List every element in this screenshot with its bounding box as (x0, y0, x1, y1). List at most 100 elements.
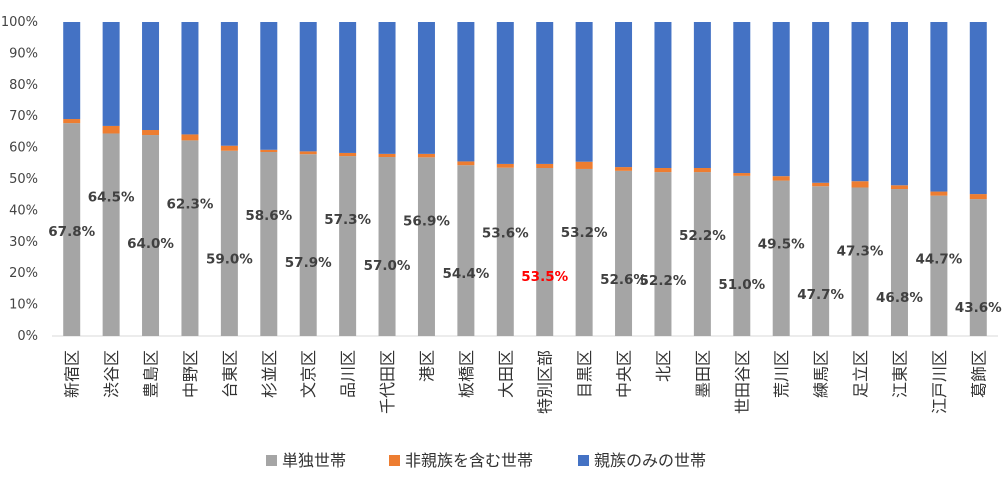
bar-segment-3 (417, 22, 435, 154)
category-label: 特別区部 (536, 350, 555, 414)
bar-segment-1 (930, 195, 948, 336)
bar-segment-1 (851, 187, 869, 336)
category-label: 渋谷区 (102, 350, 121, 398)
category-label: 中野区 (181, 350, 200, 398)
data-label: 67.8% (48, 224, 95, 240)
bar-segment-3 (142, 22, 160, 131)
bar-segment-2 (772, 176, 790, 181)
bar-segment-3 (693, 22, 711, 169)
bar-segment-2 (181, 134, 199, 141)
data-label: 64.0% (127, 236, 174, 252)
category-label: 港区 (417, 350, 436, 382)
bar-segment-3 (654, 22, 672, 169)
bar-segment-2 (693, 168, 711, 173)
bar-segment-3 (220, 22, 238, 146)
data-label: 46.8% (876, 290, 923, 306)
category-label: 足立区 (851, 350, 870, 398)
bar-segment-1 (890, 189, 908, 336)
data-label: 64.5% (88, 189, 135, 205)
y-tick-label: 20% (9, 266, 38, 281)
legend-label: 単独世帯 (282, 451, 346, 470)
bar-segment-1 (536, 168, 554, 336)
category-label: 新宿区 (63, 350, 82, 398)
category-label: 千代田区 (378, 350, 397, 414)
data-label: 56.9% (403, 213, 450, 229)
bar-segment-3 (102, 22, 120, 126)
bar-segment-1 (142, 135, 160, 336)
legend-label: 非親族を含む世帯 (405, 451, 533, 470)
y-tick-label: 10% (9, 298, 38, 313)
bar-segment-1 (575, 168, 593, 336)
category-label: 中央区 (615, 350, 634, 398)
data-label: 57.9% (285, 255, 332, 271)
y-tick-label: 80% (9, 78, 38, 93)
bar-segment-3 (536, 22, 554, 164)
bar-segment-3 (851, 22, 869, 182)
bar-segment-2 (378, 153, 396, 158)
category-label: 北区 (654, 350, 673, 382)
data-label: 53.5% (521, 269, 568, 285)
bar-segment-2 (654, 168, 672, 173)
y-tick-label: 50% (9, 172, 38, 187)
data-label: 43.6% (955, 300, 1002, 316)
bar-segment-1 (181, 140, 199, 336)
bar-segment-2 (890, 185, 908, 190)
bar-segment-2 (102, 125, 120, 134)
bar-segment-2 (63, 119, 81, 124)
legend-swatch (578, 455, 589, 466)
bar-segment-1 (654, 172, 672, 336)
category-label: 目黒区 (575, 350, 594, 398)
category-label: 江戸川区 (930, 350, 949, 414)
bar-segment-3 (63, 22, 81, 120)
bar-segment-1 (496, 167, 514, 336)
bar-segment-2 (733, 173, 751, 176)
category-label: 文京区 (299, 350, 318, 398)
category-label: 墨田区 (693, 350, 712, 398)
bar-segment-1 (260, 152, 278, 336)
bar-segment-1 (812, 186, 830, 336)
bar-segment-3 (457, 22, 475, 162)
data-label: 51.0% (718, 277, 765, 293)
bar-segment-2 (457, 161, 475, 166)
bar-segment-1 (457, 165, 475, 336)
bar-segment-1 (693, 172, 711, 336)
data-label: 58.6% (245, 208, 292, 224)
bar-segment-1 (220, 150, 238, 336)
category-label: 板橋区 (457, 350, 476, 398)
bar-segment-1 (969, 199, 987, 336)
bar-segment-1 (378, 157, 396, 336)
bar-segment-1 (339, 156, 357, 336)
bar-segment-2 (496, 163, 514, 168)
bar-segment-3 (890, 22, 908, 186)
bar-segment-1 (63, 123, 81, 336)
bar-segment-2 (851, 181, 869, 188)
bar-segment-2 (575, 161, 593, 169)
y-tick-label: 30% (9, 235, 38, 250)
bar-segment-3 (339, 22, 357, 153)
bar-segment-1 (615, 170, 633, 336)
bar-segment-2 (930, 191, 948, 196)
data-label: 62.3% (167, 196, 214, 212)
bar-segment-3 (930, 22, 948, 192)
category-label: 荒川区 (772, 350, 791, 398)
bar-segment-2 (339, 152, 357, 157)
category-label: 大田区 (496, 350, 515, 398)
data-label: 59.0% (206, 252, 253, 268)
legend-swatch (389, 455, 400, 466)
legend-swatch (266, 455, 277, 466)
y-tick-label: 60% (9, 141, 38, 156)
category-label: 台東区 (220, 350, 239, 398)
category-label: 品川区 (339, 350, 358, 398)
bar-segment-2 (299, 151, 317, 155)
data-label: 53.2% (561, 225, 608, 241)
category-label: 練馬区 (812, 350, 831, 398)
bar-segment-3 (575, 22, 593, 162)
y-tick-label: 40% (9, 203, 38, 218)
bar-segment-3 (733, 22, 751, 174)
data-label: 57.0% (364, 258, 411, 274)
bar-segment-3 (772, 22, 790, 177)
data-label: 47.7% (797, 287, 844, 303)
bar-segment-3 (812, 22, 830, 183)
category-label: 世田谷区 (733, 350, 752, 414)
